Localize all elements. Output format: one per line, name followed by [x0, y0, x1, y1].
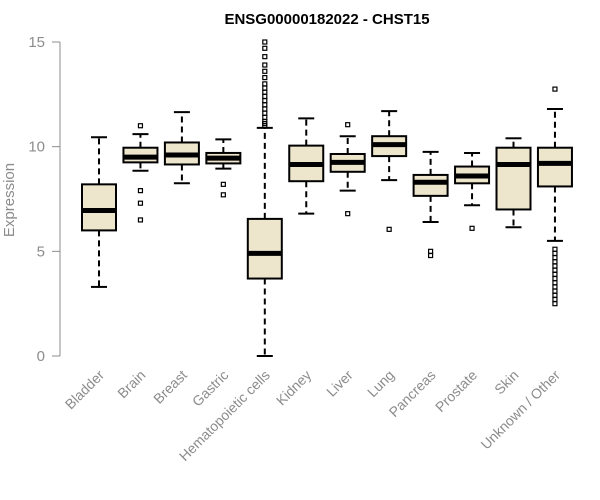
y-tick-label: 15 [28, 34, 45, 51]
outlier-point [262, 93, 268, 100]
x-tick-label: Prostate [432, 367, 480, 415]
box-lung [371, 110, 408, 232]
box-prostate [454, 151, 491, 231]
x-tick-label: Brain [114, 367, 148, 401]
iqr-box [495, 146, 532, 211]
x-tick-label: Unknown / Other [477, 367, 563, 453]
y-tick-label: 5 [37, 243, 45, 260]
outlier-point [469, 225, 475, 231]
box-pancreas [412, 150, 449, 259]
box-liver [329, 122, 366, 217]
outlier-point [262, 45, 268, 51]
outlier-point [262, 81, 268, 87]
y-tick-label: 0 [37, 348, 45, 365]
outlier-point [220, 181, 226, 187]
outlier-point [552, 271, 558, 277]
y-tick-label: 10 [28, 139, 45, 156]
outlier-point [552, 301, 558, 307]
outlier-point [552, 250, 558, 257]
box-bladder [81, 136, 117, 288]
box-kidney [288, 117, 325, 215]
box-plot-series [81, 39, 573, 357]
outlier-point [262, 102, 268, 108]
outlier-point [262, 98, 268, 104]
box-unknown-other [536, 86, 573, 307]
outlier-point [262, 89, 268, 95]
outlier-point [552, 292, 558, 298]
outlier-point [345, 211, 351, 217]
outlier-point [552, 288, 558, 294]
outlier-point [428, 248, 434, 254]
x-tick-label: Kidney [273, 367, 315, 409]
outlier-point [262, 85, 268, 91]
box-brain [122, 123, 159, 223]
outlier-point [137, 200, 144, 206]
x-tick-label: Skin [491, 367, 522, 398]
outlier-point [137, 123, 144, 129]
outlier-point [552, 246, 558, 252]
outlier-point [552, 275, 558, 282]
box-hematopoietic-cells [246, 39, 283, 357]
x-tick-label: Breast [150, 367, 190, 407]
iqr-box [246, 217, 283, 280]
outlier-point [552, 284, 558, 290]
outlier-point [552, 263, 558, 269]
outlier-point [345, 122, 351, 128]
outlier-point [262, 106, 268, 112]
outlier-point [262, 54, 268, 60]
outlier-point [552, 267, 558, 273]
iqr-box [536, 146, 573, 188]
outlier-point [137, 217, 144, 223]
box-breast [163, 111, 200, 185]
outlier-point [262, 68, 268, 74]
outlier-point [552, 86, 558, 92]
x-tick-label: Bladder [62, 367, 108, 413]
outlier-point [262, 39, 268, 45]
outlier-point [552, 259, 558, 265]
outlier-point [137, 188, 144, 194]
outlier-point [262, 110, 268, 116]
outlier-point [386, 226, 392, 232]
outlier-point [262, 62, 268, 68]
x-tick-label: Liver [323, 367, 356, 400]
outlier-point [552, 296, 558, 303]
outlier-point [552, 255, 558, 261]
outlier-point [220, 192, 226, 198]
box-skin [495, 137, 532, 229]
x-tick-label: Lung [364, 367, 397, 400]
outlier-point [262, 74, 268, 81]
y-axis-ticks: 0 5 10 15 [28, 34, 60, 365]
box-gastric [205, 138, 242, 198]
outlier-point [552, 280, 558, 286]
y-axis-label: Expression [1, 163, 18, 237]
outlier-point [428, 252, 434, 259]
iqr-box [81, 183, 117, 232]
iqr-box [412, 173, 449, 197]
chart-title: ENSG00000182022 - CHST15 [224, 11, 429, 28]
outlier-point [262, 114, 268, 120]
